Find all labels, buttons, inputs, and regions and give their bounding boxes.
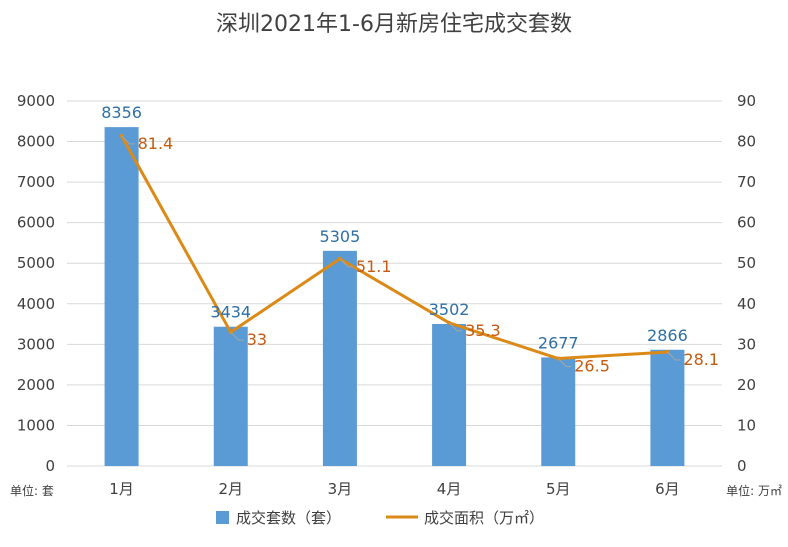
bar	[650, 349, 685, 466]
bar-value-label: 2866	[647, 326, 688, 345]
right-tick-label: 0	[737, 457, 747, 475]
bar-value-label: 3434	[210, 303, 251, 322]
bar-value-label: 3502	[429, 300, 470, 319]
bar	[213, 326, 248, 466]
left-tick-label: 2000	[17, 376, 55, 394]
line-leader	[339, 258, 353, 268]
x-tick-label: 4月	[437, 480, 462, 498]
right-tick-label: 80	[737, 133, 756, 151]
data-labels: 8356 3434 5305 3502 2677 2866 81.4 33 51.1 35.3 26…	[101, 103, 719, 375]
bar	[432, 323, 467, 466]
left-tick-label: 5000	[17, 254, 55, 272]
left-tick-label: 1000	[17, 416, 55, 434]
bar-value-label: 2677	[538, 333, 579, 352]
legend-line-label: 成交面积（万㎡）	[424, 509, 544, 527]
left-tick-label: 9000	[17, 92, 55, 110]
legend-bar-swatch	[216, 511, 229, 524]
left-tick-label: 3000	[17, 335, 55, 353]
left-tick-label: 6000	[17, 214, 55, 232]
line-series	[119, 133, 681, 368]
right-tick-label: 10	[737, 416, 756, 434]
line-value-label: 26.5	[574, 357, 610, 376]
bar	[541, 357, 576, 466]
gridlines	[67, 100, 722, 467]
line-value-label: 81.4	[138, 134, 174, 153]
x-tick-label: 6月	[655, 480, 680, 498]
right-axis-ticks: 0 10 20 30 40 50 60 70 80 90	[737, 92, 756, 475]
line-value-label: 28.1	[683, 350, 719, 369]
bar	[104, 127, 139, 467]
right-tick-label: 70	[737, 173, 756, 191]
right-tick-label: 60	[737, 214, 756, 232]
line-value-label: 51.1	[356, 257, 392, 276]
bar-value-label: 5305	[320, 227, 361, 246]
x-tick-label: 2月	[218, 480, 243, 498]
line-leader	[667, 351, 681, 361]
line-leader	[557, 358, 572, 368]
legend: 成交套数（套） 成交面积（万㎡）	[216, 509, 544, 527]
legend-bar-label: 成交套数（套）	[236, 509, 341, 527]
x-tick-label: 3月	[328, 480, 353, 498]
left-tick-label: 8000	[17, 133, 55, 151]
right-tick-label: 50	[737, 254, 756, 272]
right-tick-label: 30	[737, 335, 756, 353]
left-axis-ticks: 0 1000 2000 3000 4000 5000 6000 7000 8000 9000	[17, 92, 55, 475]
line-leader	[448, 322, 463, 332]
right-tick-label: 40	[737, 295, 756, 313]
bar	[322, 250, 357, 466]
line-leader	[121, 135, 135, 145]
right-tick-label: 90	[737, 92, 756, 110]
x-tick-label: 1月	[109, 480, 134, 498]
x-axis-ticks: 1月 2月 3月 4月 5月 6月	[109, 480, 679, 498]
chart-title: 深圳2021年1-6月新房住宅成交套数	[216, 12, 572, 37]
left-tick-label: 0	[45, 457, 55, 475]
left-axis-unit: 单位: 套	[10, 483, 54, 498]
line-value-label: 33	[247, 330, 267, 349]
line-value-label: 35.3	[465, 321, 501, 340]
left-tick-label: 7000	[17, 173, 55, 191]
bar-series	[104, 127, 685, 467]
right-tick-label: 20	[737, 376, 756, 394]
x-tick-label: 5月	[546, 480, 571, 498]
line-leader	[230, 331, 244, 341]
left-tick-label: 4000	[17, 295, 55, 313]
bar-value-label: 8356	[101, 103, 142, 122]
area-line	[120, 135, 668, 361]
right-axis-unit: 单位: 万㎡	[726, 483, 782, 498]
